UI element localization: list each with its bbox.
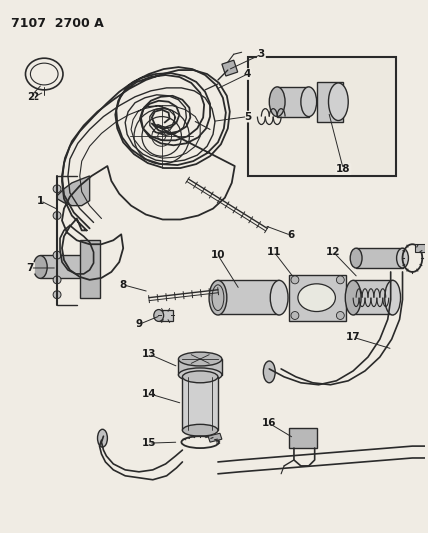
Ellipse shape	[270, 280, 288, 315]
Ellipse shape	[83, 256, 97, 278]
FancyBboxPatch shape	[247, 57, 395, 176]
Polygon shape	[289, 275, 346, 321]
Polygon shape	[356, 248, 402, 268]
Text: 1: 1	[37, 196, 44, 206]
Polygon shape	[222, 60, 238, 76]
Ellipse shape	[209, 280, 227, 315]
Text: 12: 12	[326, 247, 341, 257]
Polygon shape	[289, 429, 317, 448]
Text: 6: 6	[287, 230, 294, 240]
Text: 4: 4	[244, 69, 251, 79]
Text: 13: 13	[142, 349, 156, 359]
Ellipse shape	[98, 429, 107, 447]
Ellipse shape	[178, 368, 222, 382]
Polygon shape	[353, 280, 392, 314]
Ellipse shape	[178, 352, 222, 366]
Text: 18: 18	[336, 164, 351, 174]
Polygon shape	[317, 82, 343, 122]
Polygon shape	[40, 255, 89, 278]
Text: 16: 16	[262, 418, 276, 429]
Circle shape	[336, 311, 344, 319]
Text: 7107  2700 A: 7107 2700 A	[11, 17, 104, 30]
Circle shape	[53, 185, 61, 193]
Ellipse shape	[154, 310, 163, 321]
Circle shape	[291, 276, 299, 284]
Polygon shape	[277, 87, 309, 117]
Text: 8: 8	[119, 280, 127, 290]
Text: 3: 3	[258, 49, 265, 59]
Polygon shape	[415, 244, 425, 252]
Ellipse shape	[329, 83, 348, 120]
Text: 9: 9	[135, 319, 143, 329]
Circle shape	[53, 276, 61, 284]
Circle shape	[53, 251, 61, 259]
Ellipse shape	[182, 424, 218, 436]
Text: 7: 7	[27, 263, 34, 273]
Ellipse shape	[263, 361, 275, 383]
Circle shape	[53, 290, 61, 298]
Text: 11: 11	[267, 247, 282, 257]
Ellipse shape	[298, 284, 336, 311]
Circle shape	[291, 311, 299, 319]
Text: 2: 2	[31, 92, 38, 102]
Text: 2: 2	[27, 92, 34, 102]
Polygon shape	[182, 377, 218, 430]
Text: 14: 14	[142, 389, 156, 399]
Text: 10: 10	[211, 250, 225, 260]
Ellipse shape	[345, 280, 361, 315]
Ellipse shape	[182, 371, 218, 383]
Polygon shape	[159, 310, 172, 321]
Ellipse shape	[33, 256, 47, 278]
Ellipse shape	[350, 248, 362, 268]
Polygon shape	[218, 280, 279, 314]
Text: 15: 15	[142, 438, 156, 448]
Text: 17: 17	[346, 332, 360, 342]
Text: 5: 5	[244, 111, 251, 122]
Circle shape	[336, 276, 344, 284]
Ellipse shape	[301, 87, 317, 117]
Polygon shape	[57, 176, 89, 206]
Circle shape	[53, 212, 61, 220]
Polygon shape	[80, 240, 99, 297]
Polygon shape	[178, 359, 222, 375]
Ellipse shape	[397, 248, 408, 268]
Ellipse shape	[385, 280, 401, 315]
Polygon shape	[208, 433, 222, 442]
Ellipse shape	[269, 87, 285, 117]
